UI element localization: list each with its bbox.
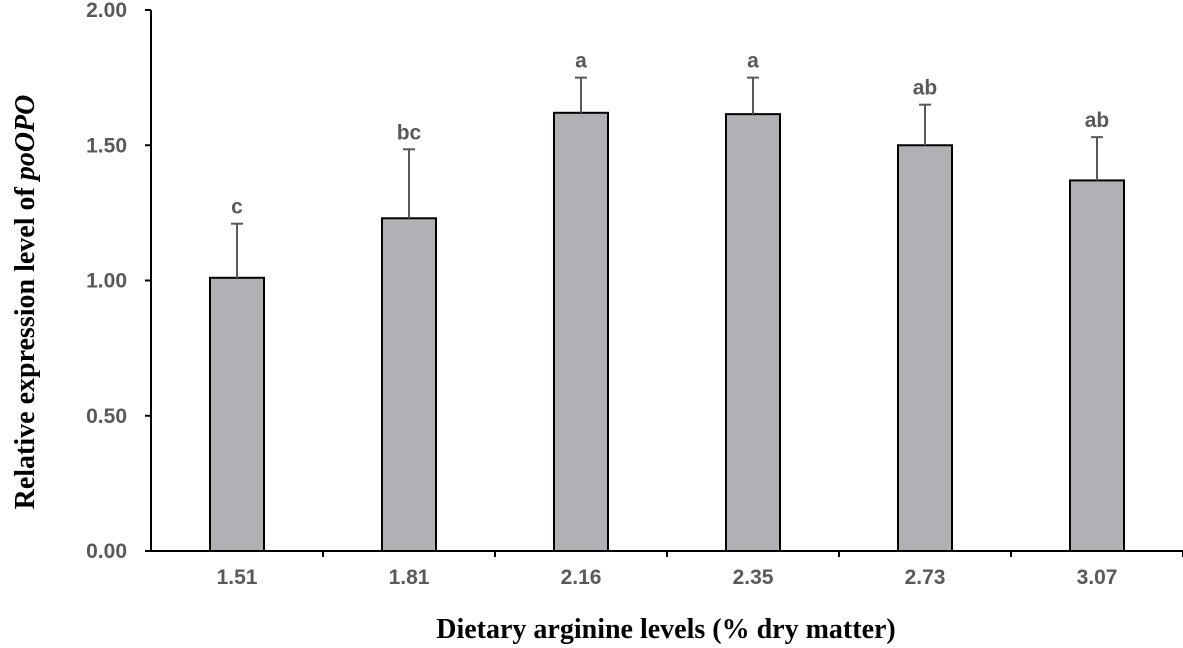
x-axis-ticks: 1.51 1.81 2.16 2.35 2.73 3.07	[217, 551, 1183, 589]
significance-letters-group: c bc a a ab ab	[231, 50, 1109, 219]
significance-letter: c	[231, 196, 243, 219]
y-axis-title-prefix: Relative expression level of	[10, 180, 41, 509]
y-tick-label: 0.50	[86, 405, 127, 428]
bar	[1069, 179, 1125, 552]
x-tick-label: 3.07	[1077, 566, 1118, 589]
bar	[553, 111, 609, 552]
bars-group	[209, 111, 1125, 553]
y-tick-label: 0.00	[86, 540, 127, 563]
significance-letter: ab	[1085, 109, 1110, 132]
y-axis-ticks: 0.00 0.50 1.00 1.50 2.00	[86, 0, 151, 563]
bar	[381, 217, 437, 552]
bar	[897, 144, 953, 552]
significance-letter: a	[575, 50, 587, 73]
x-tick-label: 1.81	[389, 566, 430, 589]
y-axis-title: Relative expression level of poOPO	[10, 95, 41, 510]
x-tick-label: 2.73	[905, 566, 946, 589]
x-tick-label: 1.51	[217, 566, 258, 589]
significance-letter: bc	[397, 121, 422, 144]
y-axis-title-gene: poOPO	[10, 95, 41, 183]
y-tick-label: 1.50	[86, 134, 127, 157]
significance-letter: ab	[913, 77, 938, 100]
x-tick-label: 2.16	[561, 566, 602, 589]
significance-letter: a	[747, 50, 759, 73]
x-tick-label: 2.35	[733, 566, 774, 589]
y-tick-label: 2.00	[86, 0, 127, 22]
error-bars-group	[231, 76, 1103, 278]
bar	[209, 276, 265, 552]
x-axis-title: Dietary arginine levels (% dry matter)	[436, 614, 896, 645]
bar	[725, 113, 781, 553]
y-tick-label: 1.00	[86, 270, 127, 293]
